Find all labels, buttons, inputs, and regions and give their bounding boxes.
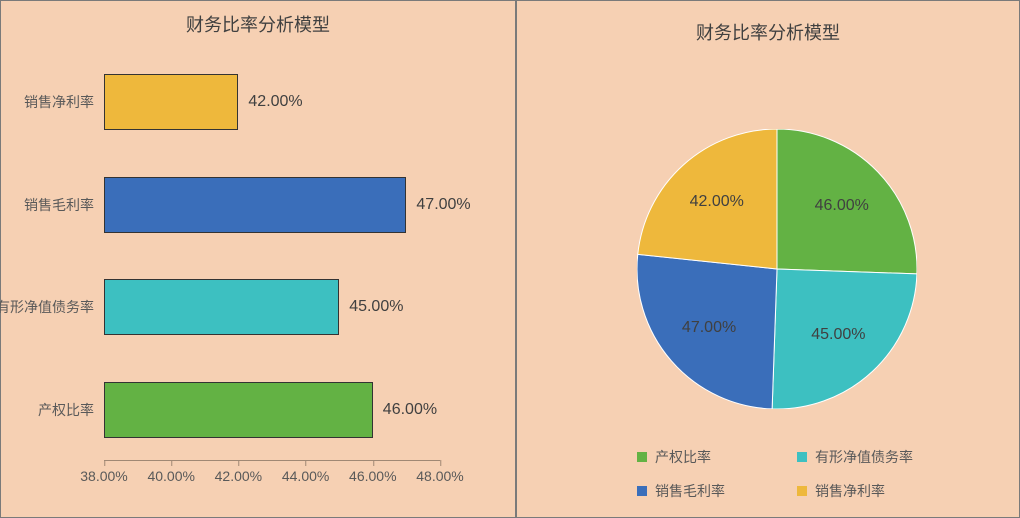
bar-category-label: 销售毛利率 [24,195,94,215]
pie-plot-area: 46.00% 45.00% 47.00% 42.00% [637,129,917,409]
bar-value-label: 42.00% [238,93,302,111]
x-axis-tick: 38.00% [80,468,127,484]
pie-slice-label: 47.00% [682,319,736,337]
pie-chart-title: 财务比率分析模型 [517,19,1019,45]
x-axis-tick: 42.00% [215,468,262,484]
bar-plot-area: 38.00%40.00%42.00%44.00%46.00%48.00%46.0… [104,51,440,461]
pie-chart-panel: 财务比率分析模型 46.00% 45.00% 47.00% 42.00% 产权比率 有形… [516,0,1020,518]
bar-value-label: 45.00% [339,298,403,316]
x-axis-tick: 48.00% [416,468,463,484]
bar [104,279,339,335]
legend-item: 销售净利率 [797,481,937,501]
bar [104,177,406,233]
x-axis-tick: 44.00% [282,468,329,484]
pie-slice-label: 45.00% [811,326,865,344]
legend-swatch [797,486,807,496]
legend-swatch [637,452,647,462]
x-axis-tick: 40.00% [147,468,194,484]
legend-swatch [797,452,807,462]
pie-svg [637,129,917,409]
legend-label: 产权比率 [655,447,711,467]
canvas: 财务比率分析模型 38.00%40.00%42.00%44.00%46.00%4… [0,0,1020,518]
legend-label: 销售毛利率 [655,481,725,501]
bar-chart-panel: 财务比率分析模型 38.00%40.00%42.00%44.00%46.00%4… [0,0,516,518]
bar-value-label: 46.00% [373,401,437,419]
bar-category-label: 产权比率 [38,400,94,420]
legend-label: 销售净利率 [815,481,885,501]
pie-slice-label: 46.00% [815,197,869,215]
bar [104,74,238,130]
pie-legend: 产权比率 有形净值债务率销售毛利率 销售净利率 [637,447,937,501]
legend-swatch [637,486,647,496]
bar-value-label: 47.00% [406,196,470,214]
bar-category-label: 销售净利率 [24,92,94,112]
bar-category-label: 有形净值债务率 [0,297,94,317]
bar [104,382,373,438]
bar-chart-title: 财务比率分析模型 [1,11,515,37]
legend-item: 产权比率 [637,447,777,467]
legend-label: 有形净值债务率 [815,447,913,467]
x-axis-tick: 46.00% [349,468,396,484]
legend-item: 有形净值债务率 [797,447,937,467]
pie-slice-label: 42.00% [690,193,744,211]
legend-item: 销售毛利率 [637,481,777,501]
